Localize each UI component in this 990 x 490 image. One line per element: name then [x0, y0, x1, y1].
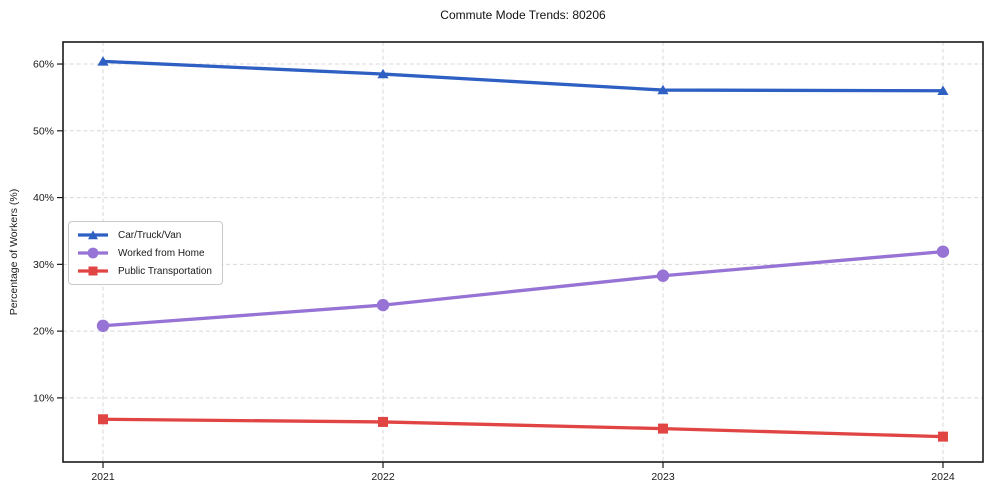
data-point-triangle [377, 68, 389, 79]
data-point-triangle [657, 84, 669, 95]
data-point-circle [936, 245, 950, 258]
data-point-square [98, 414, 109, 425]
y-tick-label: 10% [33, 392, 54, 404]
y-tick-label: 40% [33, 192, 54, 204]
x-tick-label: 2024 [931, 471, 955, 483]
data-point-triangle [937, 85, 949, 95]
legend-item: Public Transportation [76, 263, 212, 279]
series-line-worked-from-home [101, 250, 945, 328]
data-point-square [937, 431, 948, 442]
y-tick-label: 50% [33, 125, 54, 137]
x-tick-label: 2022 [371, 471, 395, 483]
legend: Car/Truck/Van Worked from Home Public Tran… [68, 221, 223, 285]
series-line-car-truck-van [101, 59, 945, 93]
data-point-square [378, 416, 389, 427]
y-tick-label: 20% [33, 326, 54, 338]
legend-marker-square [78, 266, 108, 276]
x-tick-label: 2021 [91, 471, 115, 483]
data-point-square [657, 423, 668, 434]
legend-item: Car/Truck/Van [76, 227, 212, 243]
plot-frame [62, 41, 984, 463]
legend-marker-circle [78, 247, 108, 259]
legend-marker-triangle [78, 230, 108, 240]
y-tick-label: 30% [33, 259, 54, 271]
data-point-circle [376, 298, 390, 312]
x-tick-label: 2023 [651, 471, 675, 483]
legend-label: Car/Truck/Van [118, 229, 182, 241]
data-point-triangle [97, 56, 109, 66]
y-tick-label: 60% [33, 59, 54, 71]
data-point-circle [656, 269, 670, 282]
legend-item: Worked from Home [76, 245, 212, 261]
data-point-circle [96, 319, 110, 332]
series-line-public-transportation [101, 417, 945, 439]
legend-label: Worked from Home [118, 247, 205, 259]
chart-title: Commute Mode Trends: 80206 [440, 8, 606, 22]
legend-label: Public Transportation [118, 265, 212, 277]
